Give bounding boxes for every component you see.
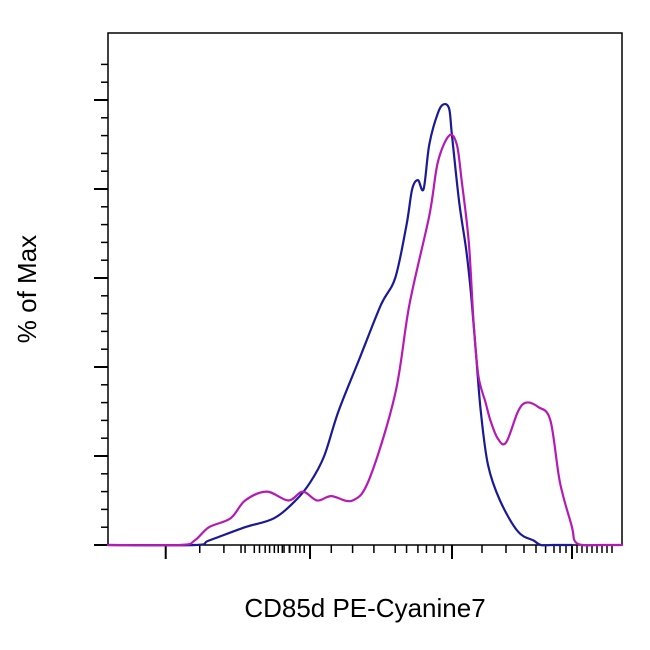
x-axis-ticks bbox=[164, 545, 613, 559]
series-line-1 bbox=[106, 102, 574, 547]
y-axis-ticks bbox=[94, 63, 108, 546]
x-axis-label: CD85d PE-Cyanine7 bbox=[244, 593, 485, 623]
series-lines bbox=[106, 102, 624, 547]
series-line-2 bbox=[106, 133, 624, 547]
y-axis-label: % of Max bbox=[12, 235, 42, 343]
plot-frame bbox=[107, 32, 623, 546]
